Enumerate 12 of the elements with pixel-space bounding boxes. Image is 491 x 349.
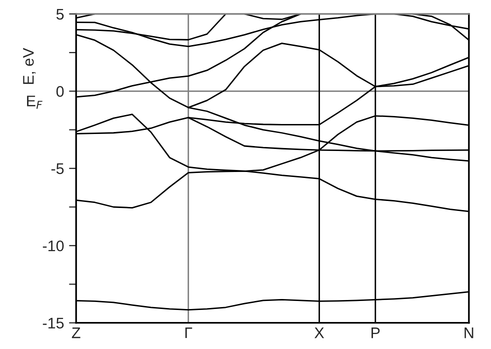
y-tick-label: -10	[42, 240, 64, 252]
x-tick-label: Z	[72, 328, 80, 338]
y-tick-label: 5	[56, 8, 64, 20]
y-tick-label: -5	[51, 163, 64, 174]
x-tick-label: P	[372, 328, 380, 338]
x-tick-label: N	[464, 328, 474, 338]
y-axis-title: E, eV	[23, 48, 36, 84]
x-tick-label: Γ	[185, 328, 192, 338]
ref-line-label: E$_{F}$	[27, 96, 42, 109]
y-tick-label: -15	[42, 318, 64, 329]
y-tick-label: 0	[56, 86, 64, 97]
x-tick-label: X	[314, 328, 324, 338]
